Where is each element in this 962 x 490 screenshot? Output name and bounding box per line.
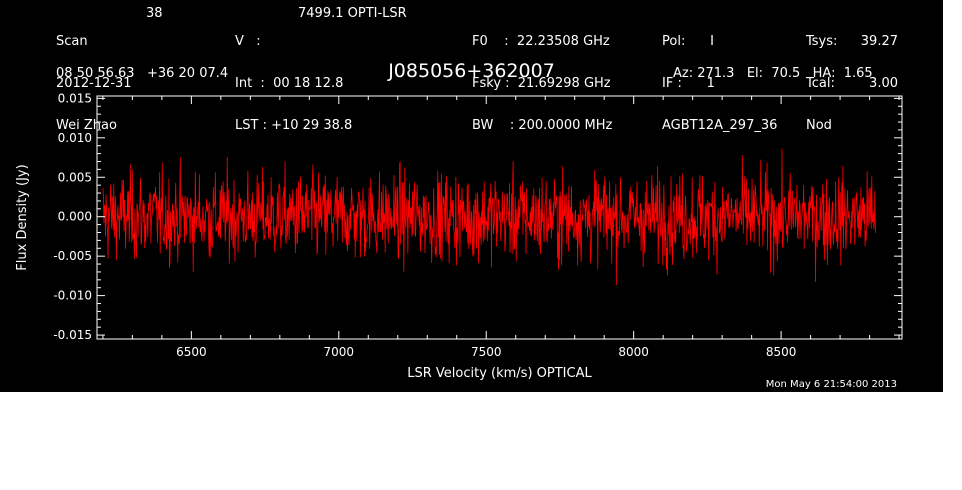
y-tick-label: -0.015	[53, 328, 92, 342]
plot-panel: Scan 2012-12-31 Wei Zhao 38 V : Int : 00…	[0, 0, 943, 392]
header-pol-block: Pol: I IF : 1 AGBT12A_297_36	[662, 7, 777, 161]
x-tick-label: 8500	[766, 345, 797, 359]
plot-frame	[96, 95, 903, 340]
rest-frequency-label: F0 : 22.23508 GHz	[472, 34, 610, 49]
header-tsys-values: 39.27 3.00	[850, 7, 898, 119]
bandwidth-label: BW : 200.0000 MHz	[472, 118, 613, 133]
x-tick-label: 7000	[324, 345, 355, 359]
source-coordinates: 08 50 56.63 +36 20 07.4	[56, 66, 229, 81]
source-name-title: J085056+362007	[388, 60, 555, 82]
nod-label: Nod	[806, 118, 832, 133]
x-tick-label: 7500	[471, 345, 502, 359]
tcal-label: Tcal:	[806, 76, 835, 91]
y-tick-label: 0.005	[58, 170, 92, 184]
y-tick-label: -0.005	[53, 249, 92, 263]
y-tick-label: -0.010	[53, 289, 92, 303]
plot-timestamp: Mon May 6 21:54:00 2013	[765, 379, 897, 390]
polarization-label: Pol: I	[662, 34, 714, 49]
tsys-label: Tsys:	[806, 34, 838, 49]
tcal-value: 3.00	[869, 76, 898, 91]
velocity-label: V :	[235, 34, 261, 49]
x-tick-label: 8000	[618, 345, 649, 359]
pointing-info: Az: 271.3 El: 70.5 HA: 1.65	[673, 66, 873, 81]
spectrum-trace	[102, 148, 876, 286]
header-velocity-block: V : Int : 00 18 12.8 LST : +10 29 38.8	[235, 7, 352, 161]
if-label: IF : 1	[662, 76, 715, 91]
header-tsys-labels: Tsys: Tcal: Nod	[806, 7, 837, 161]
scan-label: Scan	[56, 34, 88, 49]
x-tick-label: 6500	[176, 345, 207, 359]
header-scan-block: Scan 2012-12-31 Wei Zhao	[56, 7, 132, 161]
y-tick-label: 0.015	[58, 91, 92, 105]
observer-label: Wei Zhao	[56, 118, 117, 133]
y-axis-label: Flux Density (Jy)	[15, 164, 30, 270]
integration-label: Int : 00 18 12.8	[235, 76, 344, 91]
x-axis-label: LSR Velocity (km/s) OPTICAL	[407, 366, 592, 381]
y-tick-label: 0.010	[58, 131, 92, 145]
project-label: AGBT12A_297_36	[662, 118, 778, 133]
velocity-value: 7499.1 OPTI-LSR	[298, 6, 407, 21]
sky-frequency-label: Fsky : 21.69298 GHz	[472, 76, 611, 91]
date-label: 2012-12-31	[56, 76, 132, 91]
y-tick-label: 0.000	[58, 210, 92, 224]
spectrum-chart: 6500 7000 7500 8000 8500 0.015 0.010 0.005 0.000…	[15, 91, 903, 381]
scan-number: 38	[146, 6, 163, 21]
tsys-value: 39.27	[860, 34, 898, 49]
header-frequency-block: F0 : 22.23508 GHz Fsky : 21.69298 GHz BW…	[472, 7, 612, 161]
lst-label: LST : +10 29 38.8	[235, 118, 353, 133]
